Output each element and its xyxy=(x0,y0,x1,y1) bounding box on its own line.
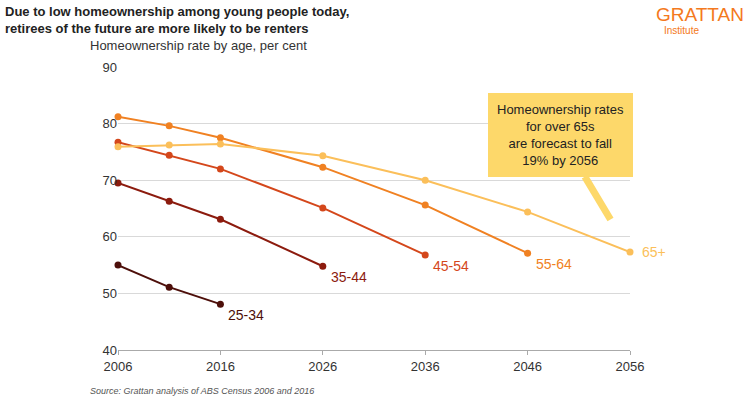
svg-text:2006: 2006 xyxy=(104,359,133,374)
svg-text:70: 70 xyxy=(103,173,117,188)
svg-text:80: 80 xyxy=(103,116,117,131)
svg-text:GRATTAN: GRATTAN xyxy=(656,4,744,25)
svg-text:50: 50 xyxy=(103,286,117,301)
svg-text:45-54: 45-54 xyxy=(433,258,469,274)
svg-text:2046: 2046 xyxy=(513,359,542,374)
svg-text:Source: Grattan analysis of AB: Source: Grattan analysis of ABS Census 2… xyxy=(90,386,314,396)
svg-text:60: 60 xyxy=(103,229,117,244)
svg-text:2026: 2026 xyxy=(308,359,337,374)
svg-text:90: 90 xyxy=(103,60,117,75)
svg-text:Homeownership rate by age, per: Homeownership rate by age, per cent xyxy=(90,38,307,53)
svg-text:35-44: 35-44 xyxy=(331,269,367,285)
svg-text:40: 40 xyxy=(103,343,117,358)
svg-text:2056: 2056 xyxy=(616,359,645,374)
svg-text:2036: 2036 xyxy=(411,359,440,374)
svg-text:Institute: Institute xyxy=(664,25,699,36)
svg-text:25-34: 25-34 xyxy=(228,307,264,323)
svg-text:Homeownership ratesfor over 65: Homeownership ratesfor over 65sare forec… xyxy=(497,102,624,168)
svg-text:55-64: 55-64 xyxy=(536,256,572,272)
svg-text:Due to low homeownership among: Due to low homeownership among young peo… xyxy=(5,4,349,36)
svg-text:65+: 65+ xyxy=(642,244,666,260)
svg-text:2016: 2016 xyxy=(206,359,235,374)
